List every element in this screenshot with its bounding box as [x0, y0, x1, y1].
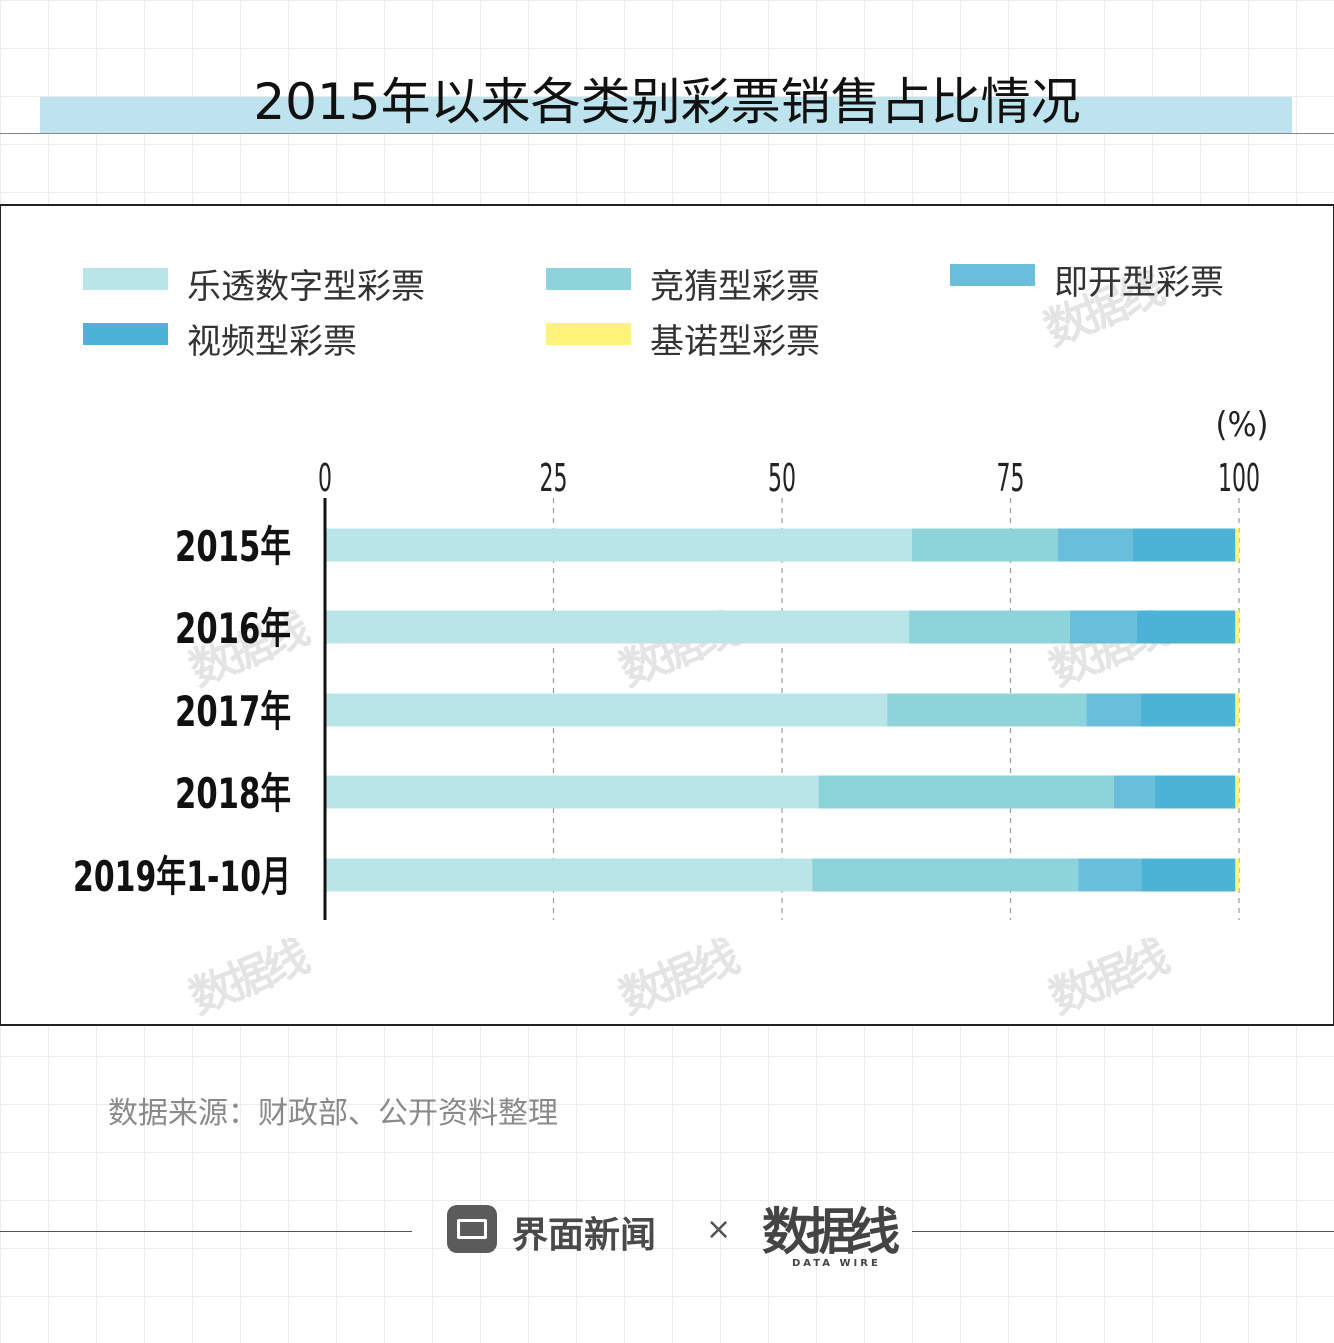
x-tick-label: 25 — [540, 456, 568, 500]
bar-segment — [909, 610, 1070, 644]
bar-segment — [325, 775, 819, 809]
x-tick-label: 75 — [997, 456, 1025, 500]
data-wire-subtitle: DATA WIRE — [792, 1258, 881, 1269]
bar-segment — [325, 610, 910, 644]
bar-segment — [1058, 528, 1133, 562]
bar-segment — [1235, 528, 1239, 562]
brand-name: 界面新闻 — [512, 1215, 657, 1256]
legend-label-instant: 即开型彩票 — [1054, 263, 1224, 303]
jiemian-logo-icon — [447, 1205, 497, 1253]
chart-title: 2015年以来各类别彩票销售占比情况 — [253, 73, 1081, 131]
stacked-bar-chart: (%) 0 25 50 75 100 2015年 2016年 2017年 2018年 2019年1-… — [73, 405, 1269, 920]
bar-segment — [1235, 693, 1239, 727]
bar-segment — [1140, 693, 1236, 727]
legend-label-keno: 基诺型彩票 — [650, 322, 820, 362]
category-label: 2016年 — [175, 604, 291, 653]
bar-segment — [325, 693, 888, 727]
category-label: 2019年1-10月 — [73, 852, 291, 901]
x-tick-label: 50 — [768, 456, 796, 500]
bar-segment — [1136, 610, 1236, 644]
x-tick-label: 0 — [318, 456, 332, 500]
title-area: 2015年以来各类别彩票销售占比情况 — [0, 60, 1334, 140]
axis-unit-label: (%) — [1216, 405, 1269, 445]
legend-swatch-video — [83, 323, 168, 345]
bar-segment — [818, 775, 1114, 809]
footer-rule-left — [0, 1231, 412, 1232]
data-wire-logo: 数据线 — [762, 1203, 900, 1261]
bar-segment — [1235, 610, 1239, 644]
bar-segment — [1113, 775, 1155, 809]
legend-swatch-instant — [950, 264, 1035, 286]
legend-swatch-keno — [546, 323, 631, 345]
bar-segment — [325, 528, 912, 562]
legend-label-lotto: 乐透数字型彩票 — [187, 267, 425, 307]
legend-swatch-sports — [546, 268, 631, 290]
bar-segment — [911, 528, 1059, 562]
bar-segment — [1154, 775, 1236, 809]
category-label: 2015年 — [175, 522, 291, 571]
separator-times: × — [706, 1212, 732, 1247]
legend-swatch-lotto — [83, 268, 168, 290]
bar-segment — [887, 693, 1087, 727]
title-highlight-band — [40, 97, 1292, 133]
x-tick-label: 100 — [1218, 456, 1260, 500]
jiemian-logo-frame — [457, 1219, 487, 1239]
bar-segment — [1235, 775, 1239, 809]
bar-segment — [1069, 610, 1137, 644]
category-label: 2017年 — [175, 687, 291, 736]
bar-segment — [1078, 858, 1142, 892]
bar-segment — [1132, 528, 1236, 562]
title-rule — [0, 133, 1334, 134]
chart-panel: 数据线 数据线 数据线 数据线 数据线 数据线 数据线 乐透数字型彩票 竞猜型彩… — [0, 204, 1334, 1026]
category-label: 2018年 — [175, 769, 291, 818]
bar-segment — [1141, 858, 1236, 892]
data-source-note: 数据来源：财政部、公开资料整理 — [108, 1096, 558, 1131]
bar-segment — [1235, 858, 1239, 892]
bar-segment — [812, 858, 1079, 892]
footer-rule-right — [912, 1231, 1334, 1232]
bar-segment — [1086, 693, 1141, 727]
legend-label-sports: 竞猜型彩票 — [650, 267, 820, 307]
legend-label-video: 视频型彩票 — [187, 322, 357, 362]
bar-segment — [325, 858, 813, 892]
